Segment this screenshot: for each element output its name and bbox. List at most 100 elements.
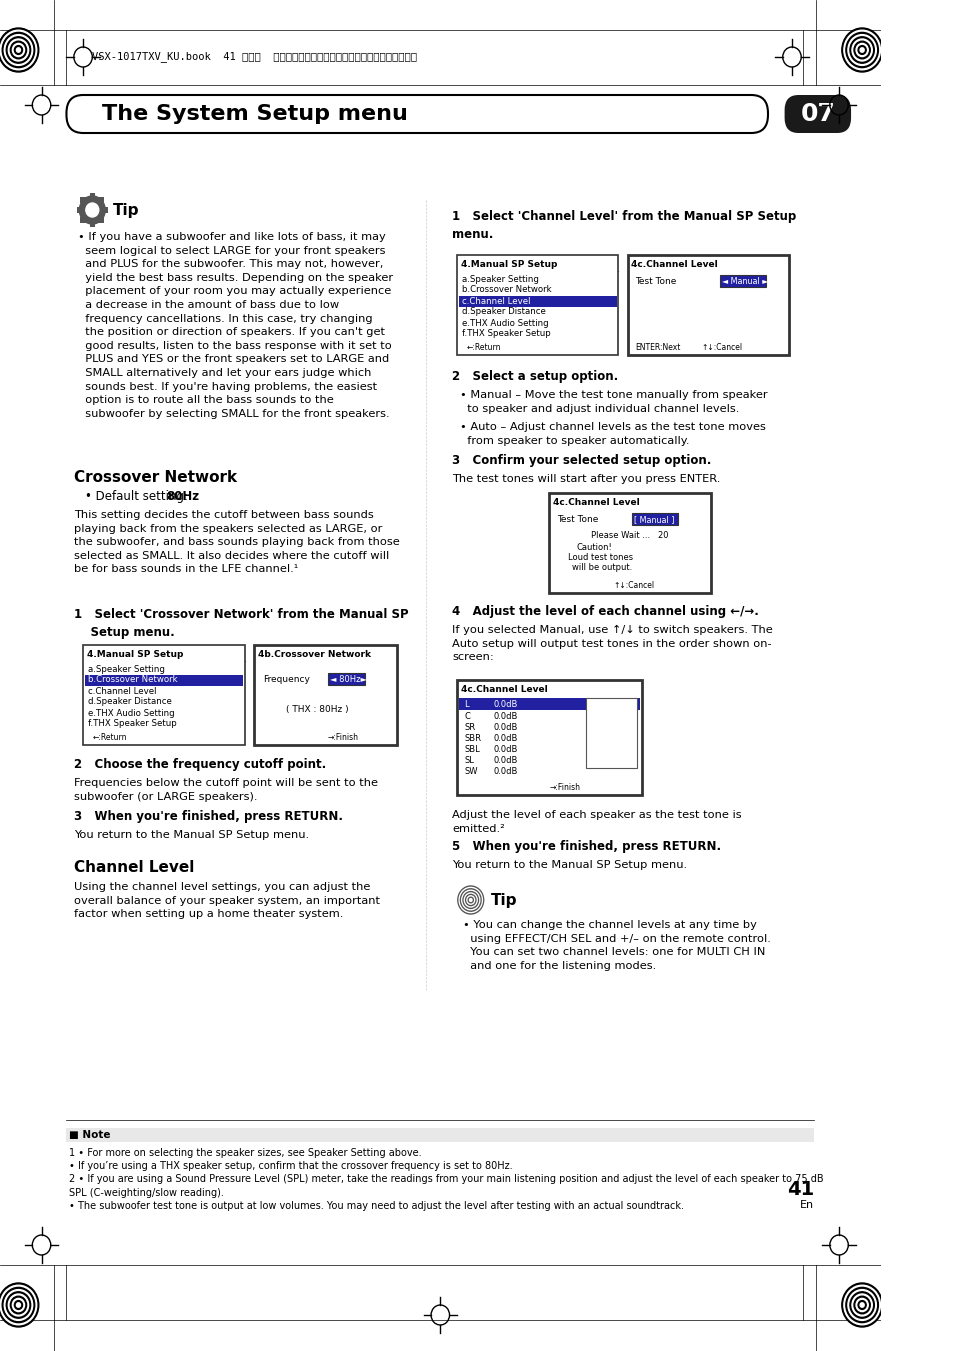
Text: Adjust the level of each speaker as the test tone is
emitted.²: Adjust the level of each speaker as the … (452, 811, 741, 834)
Text: d.Speaker Distance: d.Speaker Distance (88, 697, 172, 707)
Circle shape (860, 1302, 863, 1308)
Circle shape (461, 890, 479, 909)
Text: a.Speaker Setting: a.Speaker Setting (461, 274, 537, 284)
FancyBboxPatch shape (76, 207, 82, 213)
FancyBboxPatch shape (783, 95, 850, 132)
Text: e.THX Audio Setting: e.THX Audio Setting (88, 708, 174, 717)
Text: ←:Return: ←:Return (466, 343, 500, 351)
Circle shape (16, 1302, 20, 1308)
FancyBboxPatch shape (549, 493, 710, 593)
Text: Please Wait ...   20: Please Wait ... 20 (590, 531, 667, 540)
Circle shape (849, 1292, 873, 1319)
Text: 41: 41 (786, 1179, 813, 1198)
Circle shape (0, 1285, 37, 1325)
FancyBboxPatch shape (456, 255, 618, 355)
Circle shape (847, 35, 876, 65)
Text: Crossover Network: Crossover Network (73, 470, 236, 485)
FancyBboxPatch shape (102, 207, 108, 213)
Circle shape (468, 897, 473, 902)
Text: 1 • For more on selecting the speaker sizes, see Speaker Setting above.
• If you: 1 • For more on selecting the speaker si… (70, 1148, 823, 1210)
Text: You return to the Manual SP Setup menu.: You return to the Manual SP Setup menu. (452, 861, 687, 870)
FancyBboxPatch shape (458, 296, 616, 307)
Circle shape (0, 28, 39, 72)
Text: 0x1: 0x1 (590, 703, 605, 711)
Circle shape (853, 41, 869, 59)
Text: 2   Select a setup option.: 2 Select a setup option. (452, 370, 618, 382)
Text: 4c.Channel Level: 4c.Channel Level (631, 259, 718, 269)
Circle shape (855, 43, 867, 57)
FancyBboxPatch shape (67, 1128, 813, 1142)
Circle shape (457, 886, 483, 915)
Text: 3   When you're finished, press RETURN.: 3 When you're finished, press RETURN. (73, 811, 342, 823)
Circle shape (853, 1296, 869, 1313)
Circle shape (465, 894, 476, 905)
Text: ◄  +  ►: ◄ + ► (590, 715, 620, 724)
Text: If you selected Manual, use ↑/↓ to switch speakers. The
Auto setup will output t: If you selected Manual, use ↑/↓ to switc… (452, 626, 772, 662)
Text: En: En (800, 1200, 813, 1210)
Circle shape (4, 35, 32, 65)
Text: a.Speaker Setting: a.Speaker Setting (88, 665, 165, 674)
Circle shape (845, 32, 878, 68)
Text: Test Tone: Test Tone (556, 515, 598, 524)
Text: Caution!: Caution! (577, 543, 612, 553)
FancyBboxPatch shape (80, 218, 86, 223)
Text: 4.Manual SP Setup: 4.Manual SP Setup (460, 259, 557, 269)
Circle shape (12, 43, 25, 57)
Circle shape (4, 1290, 32, 1320)
FancyBboxPatch shape (83, 644, 244, 744)
FancyBboxPatch shape (456, 680, 640, 794)
Text: This setting decides the cutoff between bass sounds
playing back from the speake: This setting decides the cutoff between … (73, 509, 399, 574)
Text: SBR: SBR (464, 734, 481, 743)
Text: [ Manual ]: [ Manual ] (634, 515, 674, 524)
Text: • You can change the channel levels at any time by
  using EFFECT/CH SEL and +/–: • You can change the channel levels at a… (463, 920, 770, 971)
Circle shape (10, 41, 27, 59)
Text: 0.0dB: 0.0dB (494, 744, 517, 754)
Text: 0.0dB: 0.0dB (494, 757, 517, 765)
FancyBboxPatch shape (585, 698, 637, 767)
Circle shape (851, 39, 871, 61)
Circle shape (851, 1294, 871, 1316)
Text: Frequency: Frequency (263, 676, 310, 684)
Text: 80Hz: 80Hz (166, 490, 199, 503)
Text: SBL: SBL (464, 744, 479, 754)
Circle shape (843, 1285, 880, 1325)
Circle shape (10, 1296, 27, 1313)
Text: c.Channel Level: c.Channel Level (88, 686, 156, 696)
Text: 1   Select 'Crossover Network' from the Manual SP
    Setup menu.: 1 Select 'Crossover Network' from the Ma… (73, 608, 408, 639)
Circle shape (0, 30, 37, 70)
Text: ←:Return: ←:Return (92, 732, 127, 742)
Circle shape (857, 1301, 865, 1309)
Text: b.Crossover Network: b.Crossover Network (88, 676, 177, 685)
FancyBboxPatch shape (98, 197, 104, 203)
Text: 3   Confirm your selected setup option.: 3 Confirm your selected setup option. (452, 454, 711, 467)
Circle shape (14, 1301, 23, 1309)
Text: • Auto – Adjust channel levels as the test tone moves
  from speaker to speaker : • Auto – Adjust channel levels as the te… (459, 422, 764, 446)
Text: 1   Select 'Channel Level' from the Manual SP Setup
menu.: 1 Select 'Channel Level' from the Manual… (452, 209, 796, 240)
Text: SW: SW (464, 767, 477, 775)
Text: ENTER:Next: ENTER:Next (635, 343, 679, 351)
Text: Loud test tones: Loud test tones (567, 553, 632, 562)
Text: SL: SL (464, 757, 474, 765)
FancyBboxPatch shape (67, 95, 767, 132)
Circle shape (7, 1292, 30, 1319)
Text: →:Finish: →:Finish (549, 782, 579, 792)
Text: 5   When you're finished, press RETURN.: 5 When you're finished, press RETURN. (452, 840, 720, 852)
Text: ◄ Manual ►: ◄ Manual ► (721, 277, 767, 286)
Text: ( THX : 80Hz ): ( THX : 80Hz ) (286, 705, 349, 713)
Text: • If you have a subwoofer and like lots of bass, it may
  seem logical to select: • If you have a subwoofer and like lots … (77, 232, 393, 419)
FancyBboxPatch shape (720, 276, 765, 286)
Text: f.THX Speaker Setup: f.THX Speaker Setup (461, 330, 550, 339)
Circle shape (857, 46, 865, 54)
Text: • Default setting:: • Default setting: (85, 490, 192, 503)
Text: f.THX Speaker Setup: f.THX Speaker Setup (88, 720, 176, 728)
Text: c.Channel Level: c.Channel Level (461, 296, 530, 305)
Text: The test tones will start after you press ENTER.: The test tones will start after you pres… (452, 474, 720, 484)
Text: Using the channel level settings, you can adjust the
overall balance of your spe: Using the channel level settings, you ca… (73, 882, 379, 919)
Text: C: C (464, 712, 470, 721)
Text: 0.0dB: 0.0dB (494, 723, 517, 732)
Text: will be output.: will be output. (572, 563, 632, 571)
Text: 4c.Channel Level: 4c.Channel Level (553, 499, 639, 507)
Text: 4.Manual SP Setup: 4.Manual SP Setup (87, 650, 183, 659)
Circle shape (845, 1288, 878, 1323)
FancyBboxPatch shape (90, 193, 95, 199)
